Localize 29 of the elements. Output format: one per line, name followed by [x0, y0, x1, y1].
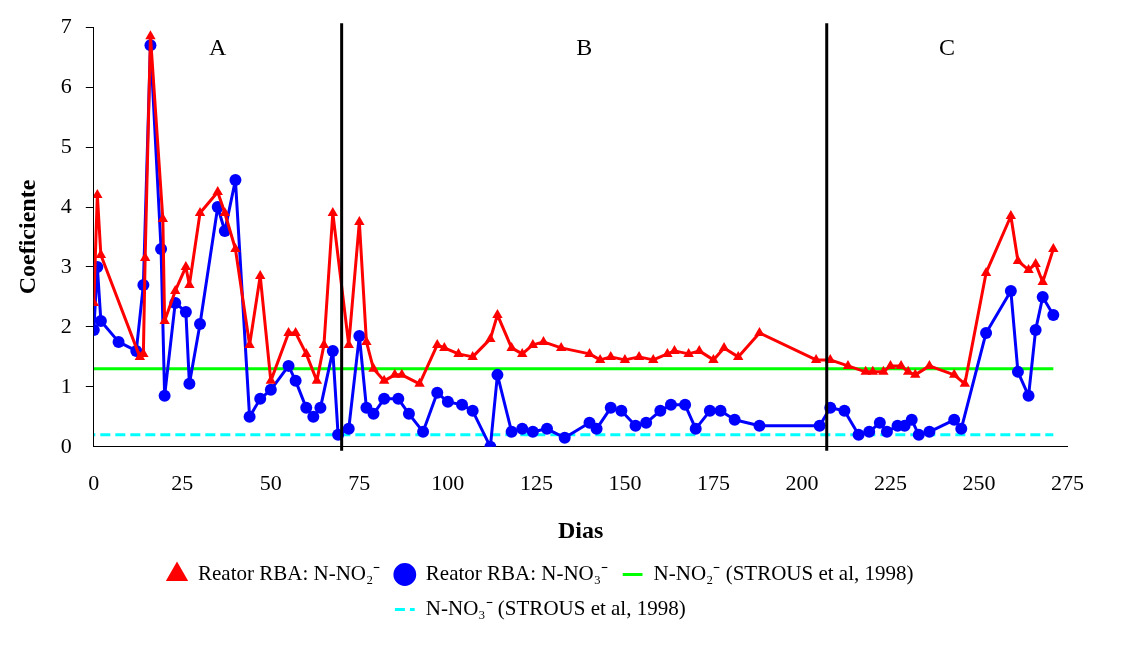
annotation: C [939, 34, 956, 61]
y-tick-label: 4 [60, 192, 72, 218]
y-tick-label: 2 [60, 312, 72, 338]
x-tick-label: 225 [873, 469, 907, 495]
x-tick-label: 0 [88, 469, 100, 495]
x-tick-label: 125 [519, 469, 553, 495]
x-tick-label: 75 [348, 469, 371, 495]
annotation: A [209, 34, 228, 61]
legend-label: Reator RBA: N-NO₃⁻ [425, 561, 609, 586]
x-tick-label: 100 [431, 469, 465, 495]
legend-label: N-NO₂⁻ (STROUS et al, 1998) [653, 561, 914, 586]
x-tick-label: 25 [171, 469, 194, 495]
x-tick-label: 250 [962, 469, 996, 495]
x-axis-title: Dias [557, 516, 604, 543]
x-tick-label: 275 [1051, 469, 1084, 495]
legend-label: Reator RBA: N-NO₂⁻ [198, 561, 381, 586]
y-tick-label: 6 [60, 72, 72, 98]
annotation: B [576, 34, 593, 61]
y-tick-label: 5 [60, 132, 72, 158]
legend-label: N-NO₃⁻ (STROUS et al, 1998) [425, 596, 686, 621]
x-tick-label: 200 [785, 469, 819, 495]
y-tick-label: 7 [60, 12, 72, 38]
y-axis-title: Coeficiente [13, 179, 40, 295]
x-tick-label: 50 [259, 469, 282, 495]
x-tick-label: 175 [696, 469, 730, 495]
y-tick-label: 0 [60, 432, 72, 458]
x-tick-label: 150 [608, 469, 642, 495]
y-tick-label: 1 [60, 372, 72, 398]
y-tick-label: 3 [60, 252, 72, 278]
